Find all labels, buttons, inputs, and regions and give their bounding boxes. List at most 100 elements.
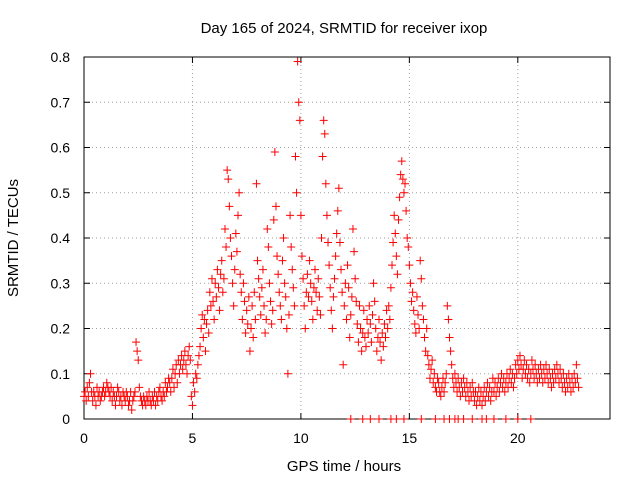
data-point xyxy=(343,261,352,270)
data-point xyxy=(191,369,200,378)
data-point xyxy=(304,292,313,301)
data-point xyxy=(214,283,223,292)
data-point xyxy=(175,369,184,378)
data-point xyxy=(301,324,310,333)
data-point xyxy=(181,360,190,369)
data-point xyxy=(332,229,341,238)
data-point xyxy=(570,369,579,378)
data-point xyxy=(270,148,279,157)
data-point xyxy=(276,301,285,310)
data-point xyxy=(113,383,122,392)
data-point xyxy=(363,315,372,324)
data-point xyxy=(419,315,428,324)
data-point xyxy=(261,329,270,338)
data-point xyxy=(443,301,452,310)
data-point xyxy=(359,306,368,315)
data-point xyxy=(348,224,357,233)
data-point xyxy=(327,306,336,315)
data-point xyxy=(392,252,401,261)
data-point xyxy=(254,274,263,283)
data-point xyxy=(442,369,451,378)
data-point xyxy=(211,279,220,288)
data-point xyxy=(311,265,320,274)
data-point xyxy=(459,374,468,383)
data-point xyxy=(160,392,169,401)
data-point xyxy=(255,292,264,301)
data-point xyxy=(355,301,364,310)
data-point xyxy=(96,396,105,405)
y-axis-label: SRMTID / TECUs xyxy=(5,179,22,297)
x-axis-label: GPS time / hours xyxy=(287,458,401,475)
data-point xyxy=(342,315,351,324)
data-point xyxy=(155,383,164,392)
data-point xyxy=(218,288,227,297)
data-point xyxy=(313,306,322,315)
data-point xyxy=(88,396,97,405)
data-point xyxy=(290,301,299,310)
data-point xyxy=(341,279,350,288)
data-markers xyxy=(80,57,583,423)
data-point xyxy=(513,415,522,423)
data-point xyxy=(220,224,229,233)
data-point xyxy=(489,415,498,423)
data-point xyxy=(407,297,416,306)
data-point xyxy=(283,369,292,378)
data-point xyxy=(412,292,421,301)
data-point xyxy=(263,224,272,233)
data-point xyxy=(338,288,347,297)
data-point xyxy=(331,252,340,261)
data-point xyxy=(83,383,92,392)
data-point xyxy=(280,279,289,288)
data-point xyxy=(552,360,561,369)
data-point xyxy=(373,333,382,342)
data-point xyxy=(189,378,198,387)
data-point xyxy=(515,351,524,360)
data-point xyxy=(436,392,445,401)
data-point xyxy=(242,306,251,315)
data-point xyxy=(286,211,295,220)
data-point xyxy=(215,306,224,315)
data-point xyxy=(227,252,236,261)
data-point xyxy=(368,310,377,319)
data-point xyxy=(335,238,344,247)
data-point xyxy=(309,283,318,292)
data-point xyxy=(573,374,582,383)
data-point xyxy=(389,238,398,247)
data-point xyxy=(303,270,312,279)
data-point xyxy=(459,415,468,423)
data-point xyxy=(350,247,359,256)
data-point xyxy=(243,319,252,328)
data-point xyxy=(165,378,174,387)
data-point xyxy=(399,188,408,197)
data-point xyxy=(525,378,534,387)
data-point xyxy=(377,356,386,365)
data-point xyxy=(201,347,210,356)
data-point xyxy=(468,378,477,387)
data-point xyxy=(232,247,241,256)
data-point xyxy=(266,297,275,306)
data-point xyxy=(281,292,290,301)
data-point xyxy=(248,301,257,310)
data-point xyxy=(346,415,355,423)
data-point xyxy=(289,283,298,292)
data-point xyxy=(198,310,207,319)
data-point xyxy=(224,175,233,184)
data-point xyxy=(305,256,314,265)
data-point xyxy=(200,315,209,324)
data-point xyxy=(398,175,407,184)
data-point xyxy=(386,283,395,292)
data-point xyxy=(258,265,267,274)
data-point xyxy=(397,157,406,166)
data-point xyxy=(188,401,197,410)
data-point xyxy=(278,256,287,265)
data-point xyxy=(337,265,346,274)
data-point xyxy=(428,356,437,365)
data-point xyxy=(486,396,495,405)
data-point xyxy=(466,383,475,392)
y-tick-label: 0 xyxy=(62,411,70,427)
data-point xyxy=(388,261,397,270)
y-tick-label: 0.2 xyxy=(51,321,71,337)
data-point xyxy=(184,351,193,360)
data-point xyxy=(365,301,374,310)
data-point xyxy=(268,306,277,315)
